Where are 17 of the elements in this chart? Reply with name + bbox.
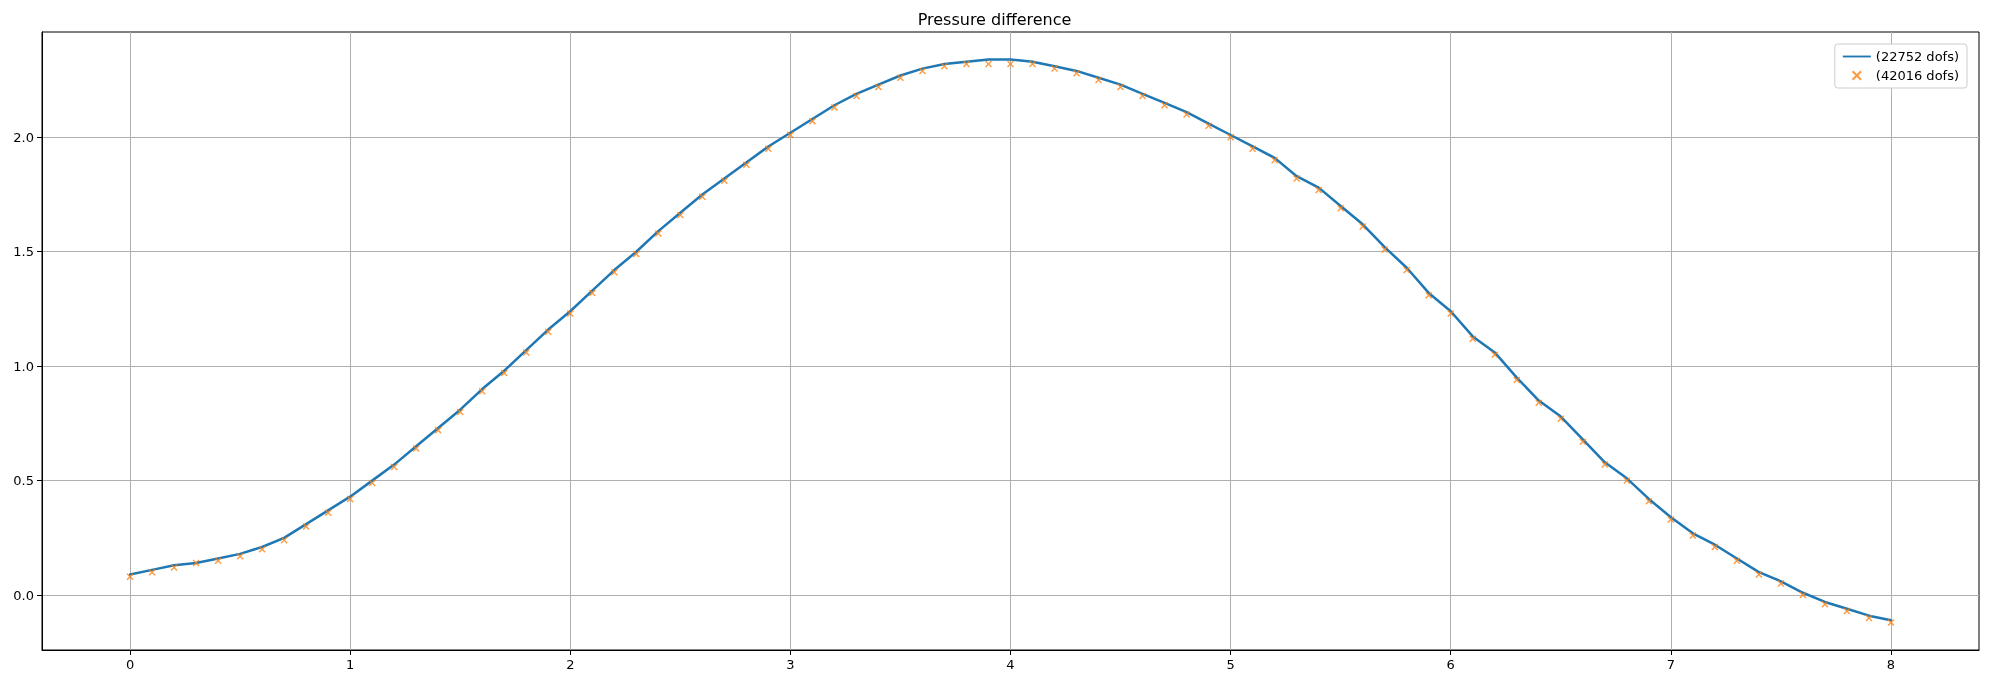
legend-label: (42016 dofs)	[1875, 68, 1959, 83]
y-tick-label: 2.0	[13, 129, 34, 145]
chart-title: Pressure difference	[917, 9, 1072, 29]
x-tick-label: 7	[1666, 657, 1675, 672]
x-tick-label: 8	[1886, 657, 1896, 672]
x-tick-label: 1	[346, 657, 355, 672]
x-tick-label: 5	[1226, 657, 1235, 672]
y-tick-label: 0.5	[13, 473, 34, 489]
x-tick-label: 0	[125, 657, 135, 672]
x-tick-label: 6	[1446, 657, 1455, 672]
x-tick-label: 2	[566, 657, 575, 672]
x-tick-label: 3	[786, 657, 795, 672]
x-tick-label: 4	[1006, 657, 1015, 672]
legend-label: (22752 dofs)	[1875, 49, 1959, 64]
y-tick-label: 1.5	[13, 244, 34, 260]
y-tick-label: 0.0	[13, 587, 34, 603]
y-tick-label: 1.0	[13, 358, 34, 374]
